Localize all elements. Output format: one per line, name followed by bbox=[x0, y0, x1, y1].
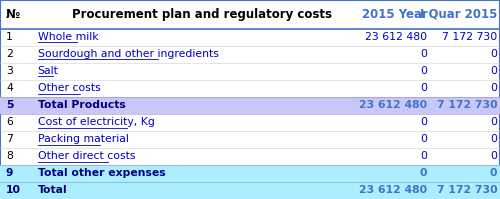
Text: 23 612 480: 23 612 480 bbox=[366, 32, 428, 42]
Text: Packing material: Packing material bbox=[38, 135, 128, 144]
Text: Cost of electricity, Kg: Cost of electricity, Kg bbox=[38, 117, 154, 127]
Text: 7 172 730: 7 172 730 bbox=[442, 32, 498, 42]
Text: 7 172 730: 7 172 730 bbox=[437, 100, 498, 110]
Text: 0: 0 bbox=[490, 49, 498, 59]
Text: Other costs: Other costs bbox=[38, 83, 100, 93]
Text: 0: 0 bbox=[490, 83, 498, 93]
Text: 2: 2 bbox=[6, 49, 13, 59]
Text: 10: 10 bbox=[6, 185, 21, 195]
Text: 5: 5 bbox=[6, 100, 14, 110]
Text: 7 172 730: 7 172 730 bbox=[437, 185, 498, 195]
Text: 0: 0 bbox=[420, 117, 428, 127]
Text: 0: 0 bbox=[420, 83, 428, 93]
Text: 3: 3 bbox=[6, 66, 13, 76]
Text: Total Products: Total Products bbox=[38, 100, 125, 110]
Text: 0: 0 bbox=[420, 49, 428, 59]
Text: Procurement plan and regulatory costs: Procurement plan and regulatory costs bbox=[72, 8, 332, 21]
Text: 7: 7 bbox=[6, 135, 13, 144]
Text: Other direct costs: Other direct costs bbox=[38, 151, 135, 161]
Text: 23 612 480: 23 612 480 bbox=[360, 100, 428, 110]
Text: 1: 1 bbox=[6, 32, 13, 42]
Text: I Quar 2015: I Quar 2015 bbox=[420, 8, 498, 21]
Text: 6: 6 bbox=[6, 117, 13, 127]
FancyBboxPatch shape bbox=[0, 182, 500, 199]
Text: 0: 0 bbox=[490, 66, 498, 76]
Text: 0: 0 bbox=[420, 66, 428, 76]
Text: 0: 0 bbox=[490, 151, 498, 161]
Text: Total: Total bbox=[38, 185, 67, 195]
Text: 4: 4 bbox=[6, 83, 13, 93]
Text: 0: 0 bbox=[420, 151, 428, 161]
Text: 0: 0 bbox=[490, 135, 498, 144]
Text: №: № bbox=[6, 8, 20, 21]
Text: 2015 Year: 2015 Year bbox=[362, 8, 428, 21]
Text: Sourdough and other ingredients: Sourdough and other ingredients bbox=[38, 49, 218, 59]
Text: Total other expenses: Total other expenses bbox=[38, 169, 165, 179]
FancyBboxPatch shape bbox=[0, 97, 500, 114]
Text: Whole milk: Whole milk bbox=[38, 32, 98, 42]
Text: 0: 0 bbox=[420, 169, 428, 179]
Text: 8: 8 bbox=[6, 151, 13, 161]
Text: 23 612 480: 23 612 480 bbox=[360, 185, 428, 195]
Text: 0: 0 bbox=[420, 135, 428, 144]
Text: 0: 0 bbox=[490, 117, 498, 127]
FancyBboxPatch shape bbox=[0, 165, 500, 182]
Text: 9: 9 bbox=[6, 169, 14, 179]
Text: Salt: Salt bbox=[38, 66, 58, 76]
Text: 0: 0 bbox=[490, 169, 498, 179]
